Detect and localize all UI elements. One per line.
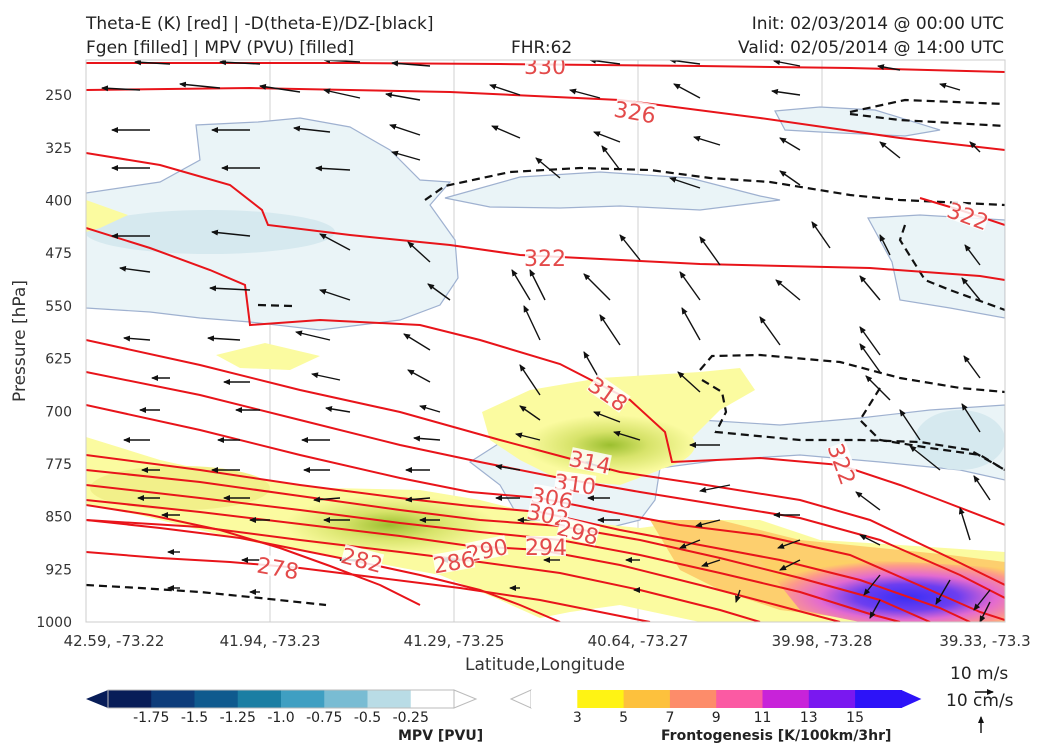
fgen-colorbar-tick: 15 — [846, 710, 864, 726]
x-tick-label: 39.33, -73.3 — [939, 632, 1030, 650]
theta-e-contour-label: 294 — [525, 536, 567, 561]
init-time: Init: 02/03/2014 @ 00:00 UTC — [751, 14, 1004, 34]
mpv-colorbar-tick: -1.5 — [181, 710, 208, 726]
y-axis: 250 325 400 475 550 625 700 775 850 925 1000 — [36, 88, 72, 631]
y-tick-label: 550 — [45, 299, 72, 315]
mpv-colorbar-tick: -0.5 — [354, 710, 381, 726]
fgen-colorbar-title: Frontogenesis [K/100km/3hr] — [661, 728, 892, 744]
wind-key-horizontal: 10 m/s — [950, 664, 1009, 684]
wind-key-arrows — [975, 689, 994, 733]
y-tick-label: 625 — [45, 352, 72, 368]
x-axis: 42.59, -73.22 41.94, -73.23 41.29, -73.25 4… — [64, 632, 1031, 650]
fgen-colorbar-tick: 9 — [712, 710, 721, 726]
mpv-colorbar: -1.75 -1.5 -1.25 -1.0 -0.75 -0.5 -0.25 — [86, 689, 478, 726]
x-tick-label: 40.64, -73.27 — [588, 632, 689, 650]
mpv-colorbar-tick: -1.75 — [133, 710, 169, 726]
y-tick-label: 1000 — [36, 615, 72, 631]
frontogenesis-colorbar: 3 5 7 9 11 13 15 — [509, 689, 922, 726]
fgen-colorbar-tick: 5 — [619, 710, 628, 726]
contour-labels: 3303263223223183223143103063022982942902… — [255, 55, 991, 585]
x-tick-label: 41.94, -73.23 — [220, 632, 321, 650]
y-tick-label: 250 — [45, 88, 72, 104]
title-line-2: Fgen [filled] | MPV (PVU) [filled] — [86, 38, 355, 58]
mpv-colorbar-tick: -1.0 — [267, 710, 294, 726]
mpv-colorbar-tick: -0.75 — [306, 710, 342, 726]
x-tick-label: 41.29, -73.25 — [404, 632, 505, 650]
x-axis-label: Latitude,Longitude — [465, 655, 625, 675]
y-tick-label: 700 — [45, 404, 72, 420]
fgen-colorbar-tick: 7 — [665, 710, 674, 726]
y-tick-label: 775 — [45, 457, 72, 473]
theta-e-contour-label: 330 — [524, 55, 566, 80]
fgen-colorbar-tick: 3 — [573, 710, 582, 726]
x-tick-label: 42.59, -73.22 — [64, 632, 165, 650]
mpv-colorbar-tick: -1.25 — [220, 710, 256, 726]
y-tick-label: 925 — [45, 562, 72, 578]
title-line-1: Theta-E (K) [red] | -D(theta-E)/DZ-[blac… — [86, 14, 434, 34]
wind-key-vertical: 10 cm/s — [946, 691, 1014, 711]
y-tick-label: 475 — [45, 246, 72, 262]
y-tick-label: 325 — [45, 141, 72, 157]
mpv-colorbar-tick: -0.25 — [393, 710, 429, 726]
y-axis-label: Pressure [hPa] — [10, 280, 30, 402]
mpv-colorbar-title: MPV [PVU] — [398, 728, 484, 744]
theta-e-contour-label: 322 — [524, 247, 566, 272]
x-tick-label: 39.98, -73.28 — [772, 632, 873, 650]
y-tick-label: 850 — [45, 510, 72, 526]
fgen-colorbar-tick: 11 — [754, 710, 772, 726]
dtheta-e-dz-contours — [86, 98, 1005, 607]
forecast-hour: FHR:62 — [511, 38, 573, 58]
y-tick-label: 400 — [45, 194, 72, 210]
fgen-colorbar-tick: 13 — [800, 710, 818, 726]
valid-time: Valid: 02/05/2014 @ 14:00 UTC — [738, 38, 1004, 58]
